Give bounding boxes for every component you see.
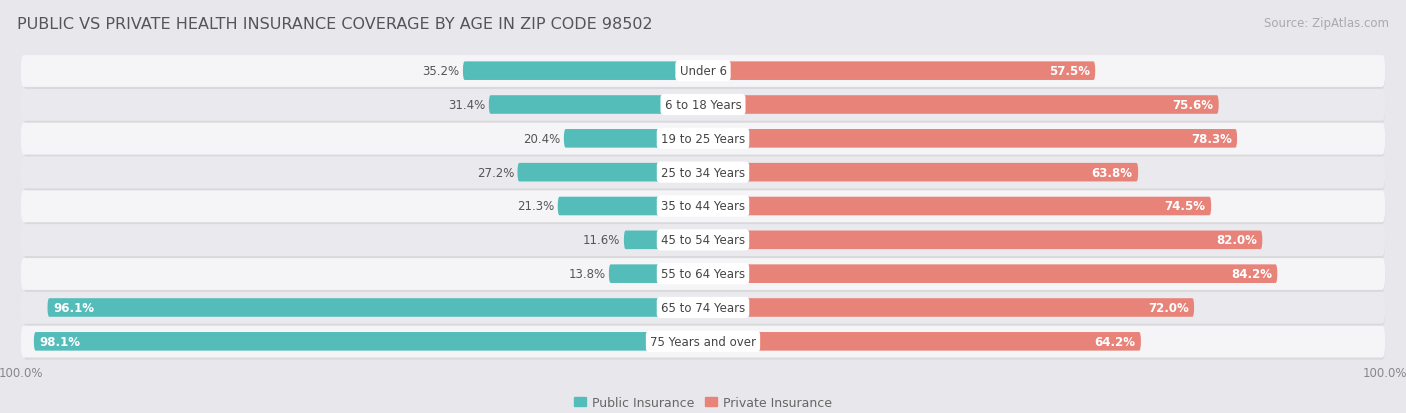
- FancyBboxPatch shape: [463, 62, 703, 81]
- Text: 25 to 34 Years: 25 to 34 Years: [661, 166, 745, 179]
- Text: 64.2%: 64.2%: [1094, 335, 1136, 348]
- FancyBboxPatch shape: [703, 231, 1263, 249]
- FancyBboxPatch shape: [703, 197, 1211, 216]
- Text: 11.6%: 11.6%: [583, 234, 620, 247]
- FancyBboxPatch shape: [21, 259, 1385, 290]
- FancyBboxPatch shape: [703, 62, 1095, 81]
- Text: Source: ZipAtlas.com: Source: ZipAtlas.com: [1264, 17, 1389, 29]
- Text: 45 to 54 Years: 45 to 54 Years: [661, 234, 745, 247]
- Text: 27.2%: 27.2%: [477, 166, 515, 179]
- Text: 35 to 44 Years: 35 to 44 Years: [661, 200, 745, 213]
- FancyBboxPatch shape: [22, 227, 1385, 259]
- Text: 20.4%: 20.4%: [523, 133, 561, 145]
- Text: 74.5%: 74.5%: [1164, 200, 1206, 213]
- Text: 6 to 18 Years: 6 to 18 Years: [665, 99, 741, 112]
- FancyBboxPatch shape: [703, 164, 1139, 182]
- FancyBboxPatch shape: [564, 130, 703, 148]
- FancyBboxPatch shape: [22, 294, 1385, 326]
- Text: 98.1%: 98.1%: [39, 335, 80, 348]
- Text: 96.1%: 96.1%: [53, 301, 94, 314]
- FancyBboxPatch shape: [703, 299, 1194, 317]
- Text: 31.4%: 31.4%: [449, 99, 485, 112]
- FancyBboxPatch shape: [22, 193, 1385, 225]
- FancyBboxPatch shape: [489, 96, 703, 114]
- Text: 72.0%: 72.0%: [1147, 301, 1188, 314]
- FancyBboxPatch shape: [703, 96, 1219, 114]
- FancyBboxPatch shape: [22, 92, 1385, 123]
- FancyBboxPatch shape: [22, 159, 1385, 191]
- Text: 19 to 25 Years: 19 to 25 Years: [661, 133, 745, 145]
- FancyBboxPatch shape: [703, 130, 1237, 148]
- FancyBboxPatch shape: [21, 157, 1385, 189]
- Text: 65 to 74 Years: 65 to 74 Years: [661, 301, 745, 314]
- Text: 21.3%: 21.3%: [517, 200, 554, 213]
- FancyBboxPatch shape: [21, 225, 1385, 256]
- Text: 55 to 64 Years: 55 to 64 Years: [661, 268, 745, 280]
- FancyBboxPatch shape: [22, 328, 1385, 360]
- FancyBboxPatch shape: [21, 292, 1385, 324]
- Text: 13.8%: 13.8%: [568, 268, 606, 280]
- Text: 75.6%: 75.6%: [1173, 99, 1213, 112]
- FancyBboxPatch shape: [21, 326, 1385, 358]
- FancyBboxPatch shape: [517, 164, 703, 182]
- FancyBboxPatch shape: [22, 126, 1385, 157]
- FancyBboxPatch shape: [609, 265, 703, 283]
- FancyBboxPatch shape: [21, 90, 1385, 121]
- Text: 63.8%: 63.8%: [1091, 166, 1133, 179]
- FancyBboxPatch shape: [22, 261, 1385, 292]
- FancyBboxPatch shape: [558, 197, 703, 216]
- FancyBboxPatch shape: [624, 231, 703, 249]
- Legend: Public Insurance, Private Insurance: Public Insurance, Private Insurance: [568, 391, 838, 413]
- FancyBboxPatch shape: [21, 123, 1385, 155]
- Text: PUBLIC VS PRIVATE HEALTH INSURANCE COVERAGE BY AGE IN ZIP CODE 98502: PUBLIC VS PRIVATE HEALTH INSURANCE COVER…: [17, 17, 652, 31]
- FancyBboxPatch shape: [21, 191, 1385, 223]
- Text: 75 Years and over: 75 Years and over: [650, 335, 756, 348]
- Text: 84.2%: 84.2%: [1230, 268, 1272, 280]
- FancyBboxPatch shape: [703, 332, 1140, 351]
- Text: 35.2%: 35.2%: [422, 65, 460, 78]
- FancyBboxPatch shape: [703, 265, 1277, 283]
- FancyBboxPatch shape: [48, 299, 703, 317]
- Text: 57.5%: 57.5%: [1049, 65, 1090, 78]
- Text: Under 6: Under 6: [679, 65, 727, 78]
- Text: 78.3%: 78.3%: [1191, 133, 1232, 145]
- FancyBboxPatch shape: [34, 332, 703, 351]
- FancyBboxPatch shape: [21, 56, 1385, 88]
- FancyBboxPatch shape: [22, 58, 1385, 90]
- Text: 82.0%: 82.0%: [1216, 234, 1257, 247]
